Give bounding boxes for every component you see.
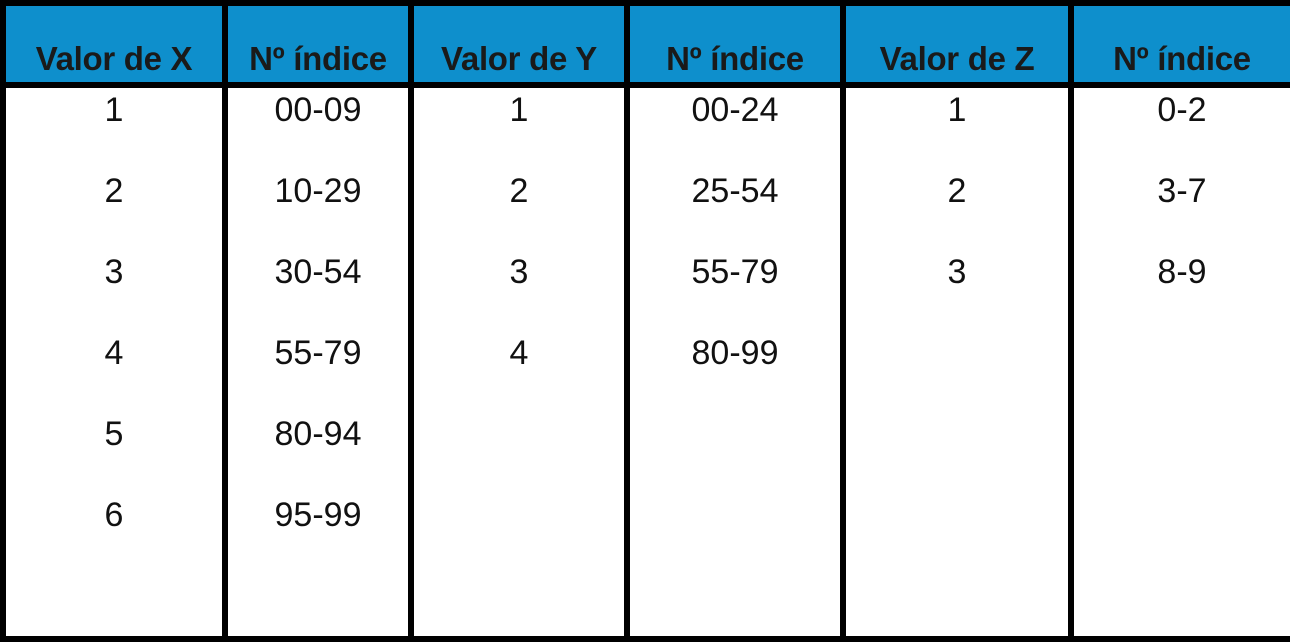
header-indice-z: Nº índice bbox=[1068, 3, 1290, 88]
cell-valor-x: 5 bbox=[0, 412, 228, 493]
header-row: Valor de X Nº índice Valor de Y Nº índic… bbox=[0, 3, 1290, 88]
cell-indice-x: 55-79 bbox=[222, 331, 414, 412]
cell-valor-x: 3 bbox=[0, 250, 228, 331]
table-row: 2 10-29 2 25-54 2 3-7 bbox=[0, 169, 1290, 250]
cell-valor-y bbox=[408, 412, 630, 493]
header-valor-y: Valor de Y bbox=[408, 3, 630, 88]
cell-indice-y: 25-54 bbox=[624, 169, 846, 250]
cell-valor-z bbox=[840, 574, 1074, 639]
table-row: 4 55-79 4 80-99 bbox=[0, 331, 1290, 412]
cell-indice-y: 55-79 bbox=[624, 250, 846, 331]
cell-valor-y: 2 bbox=[408, 169, 630, 250]
cell-indice-x: 80-94 bbox=[222, 412, 414, 493]
cell-indice-z bbox=[1068, 574, 1290, 639]
cell-valor-x: 4 bbox=[0, 331, 228, 412]
table-row: 3 30-54 3 55-79 3 8-9 bbox=[0, 250, 1290, 331]
cell-valor-z: 1 bbox=[840, 85, 1074, 169]
cell-indice-x: 10-29 bbox=[222, 169, 414, 250]
cell-indice-x: 00-09 bbox=[222, 85, 414, 169]
cell-valor-y: 4 bbox=[408, 331, 630, 412]
cell-valor-z: 3 bbox=[840, 250, 1074, 331]
cell-indice-z bbox=[1068, 331, 1290, 412]
cell-valor-z bbox=[840, 331, 1074, 412]
cell-indice-z: 3-7 bbox=[1068, 169, 1290, 250]
table-row: 5 80-94 bbox=[0, 412, 1290, 493]
header-indice-x: Nº índice bbox=[222, 3, 414, 88]
table-row: 1 00-09 1 00-24 1 0-2 bbox=[0, 85, 1290, 169]
cell-indice-x bbox=[222, 574, 414, 639]
cell-indice-x: 95-99 bbox=[222, 493, 414, 574]
cell-valor-y: 3 bbox=[408, 250, 630, 331]
cell-indice-y bbox=[624, 493, 846, 574]
cell-valor-y bbox=[408, 574, 630, 639]
header-indice-y: Nº índice bbox=[624, 3, 846, 88]
cell-valor-x bbox=[0, 574, 228, 639]
cell-valor-z bbox=[840, 493, 1074, 574]
cell-indice-x: 30-54 bbox=[222, 250, 414, 331]
cell-valor-x: 2 bbox=[0, 169, 228, 250]
cell-indice-y bbox=[624, 412, 846, 493]
cell-indice-z: 0-2 bbox=[1068, 85, 1290, 169]
cell-indice-y bbox=[624, 574, 846, 639]
cell-indice-z: 8-9 bbox=[1068, 250, 1290, 331]
cell-indice-y: 80-99 bbox=[624, 331, 846, 412]
cell-valor-y: 1 bbox=[408, 85, 630, 169]
cell-valor-z: 2 bbox=[840, 169, 1074, 250]
cell-valor-y bbox=[408, 493, 630, 574]
table-row: 6 95-99 bbox=[0, 493, 1290, 574]
table-body: 1 00-09 1 00-24 1 0-2 2 10-29 2 25-54 2 3-7 3 30-54 3 5… bbox=[0, 85, 1290, 639]
cell-indice-z bbox=[1068, 412, 1290, 493]
cell-indice-y: 00-24 bbox=[624, 85, 846, 169]
cell-valor-x: 1 bbox=[0, 85, 228, 169]
cell-valor-z bbox=[840, 412, 1074, 493]
table-row bbox=[0, 574, 1290, 639]
header-valor-x: Valor de X bbox=[0, 3, 228, 88]
header-valor-z: Valor de Z bbox=[840, 3, 1074, 88]
cell-indice-z bbox=[1068, 493, 1290, 574]
cell-valor-x: 6 bbox=[0, 493, 228, 574]
